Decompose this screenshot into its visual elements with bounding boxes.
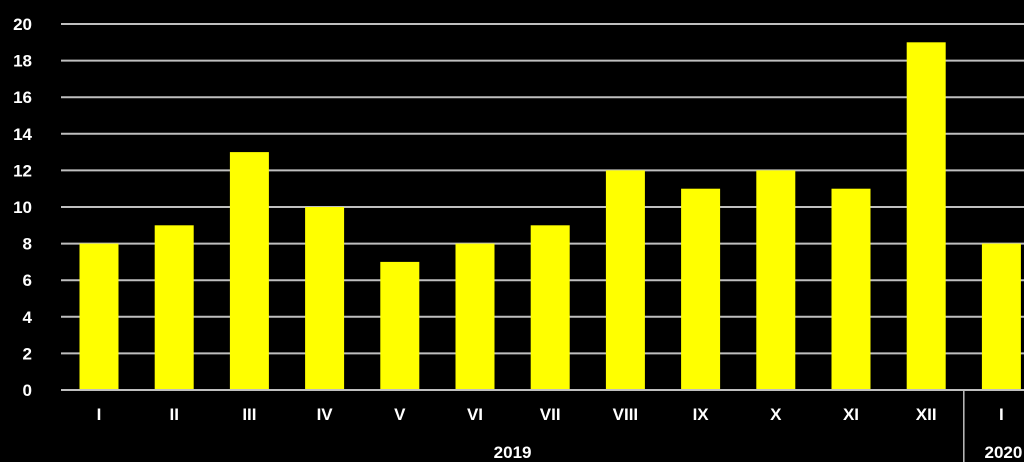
y-tick-label: 14: [13, 125, 32, 144]
bar-xii-11: [906, 42, 946, 391]
bar-ix-8: [681, 188, 721, 390]
x-category-label: VII: [540, 405, 561, 424]
x-group-label: 2020: [984, 443, 1022, 462]
y-tick-label: 6: [23, 271, 32, 290]
x-category-label: VIII: [613, 405, 639, 424]
x-category-label: I: [97, 405, 102, 424]
x-category-label: XI: [843, 405, 859, 424]
y-tick-label: 16: [13, 88, 32, 107]
bar-viii-7: [605, 170, 645, 390]
y-tick-label: 0: [23, 381, 32, 400]
y-tick-label: 10: [13, 198, 32, 217]
x-axis-category-labels: I II III IV V VI VII VIII IX X XI XII I: [97, 405, 1004, 424]
x-category-label: III: [242, 405, 256, 424]
bar-x-9: [756, 170, 796, 390]
y-tick-label: 8: [23, 235, 32, 254]
x-category-label: IV: [317, 405, 334, 424]
x-group-label: 2019: [494, 443, 532, 462]
bar-iv-3: [305, 207, 345, 390]
x-category-label: X: [770, 405, 782, 424]
bar-v-4: [380, 261, 420, 390]
bar-xi-10: [831, 188, 871, 390]
y-tick-label: 20: [13, 15, 32, 34]
y-tick-label: 12: [13, 161, 32, 180]
x-category-label: I: [999, 405, 1004, 424]
y-tick-label: 18: [13, 52, 32, 71]
bar-vi-5: [455, 243, 495, 390]
bar-ii-1: [154, 225, 194, 390]
bar-iii-2: [229, 152, 269, 390]
y-axis-tick-labels: 0 2 4 6 8 10 12 14 16 18 20: [13, 15, 32, 400]
x-category-label: VI: [467, 405, 483, 424]
bar-i-12: [981, 243, 1021, 390]
x-category-label: IX: [693, 405, 710, 424]
x-axis-group-labels: 2019 2020: [494, 390, 1022, 462]
x-category-label: II: [169, 405, 178, 424]
y-tick-label: 2: [23, 344, 32, 363]
bar-vii-6: [530, 225, 570, 390]
x-category-label: V: [394, 405, 406, 424]
bar-i-0: [79, 243, 119, 390]
bars: [79, 42, 1021, 391]
y-tick-label: 4: [23, 308, 33, 327]
x-category-label: XII: [916, 405, 937, 424]
